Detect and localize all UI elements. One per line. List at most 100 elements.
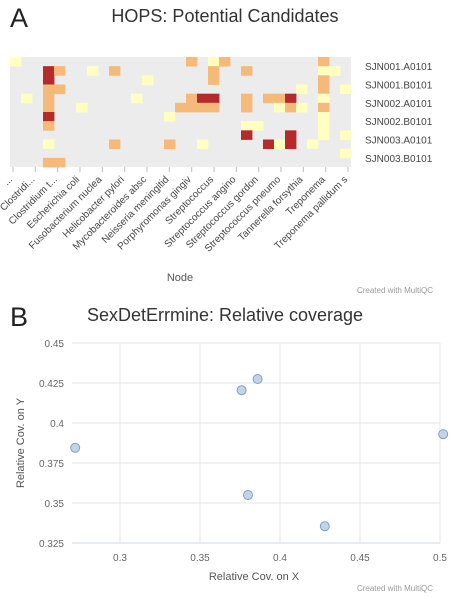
- heatmap-credit: Created with MultiQC: [356, 286, 433, 295]
- scatter-x-tick-label: 0.3: [113, 553, 127, 564]
- heatmap-cell: [208, 57, 220, 67]
- heatmap-cell: [241, 102, 253, 113]
- scatter-y-axis-title: Relative Cov. on Y: [15, 397, 27, 488]
- heatmap-cell: [296, 84, 308, 95]
- heatmap-cell: [274, 93, 286, 104]
- heatmap-cell: [208, 66, 220, 76]
- heatmap-cell: [76, 102, 88, 113]
- heatmap-x-axis-title: Node: [167, 272, 193, 284]
- scatter-point: [236, 385, 247, 396]
- panel-b: B SexDetErrmine: Relative coverage 0.3 0.…: [0, 300, 450, 597]
- scatter-credit: Created with MultiQC: [356, 584, 433, 593]
- heatmap-cell: [263, 139, 275, 150]
- heatmap-cell: [186, 57, 198, 67]
- heatmap-cell: [175, 102, 187, 113]
- scatter-point: [438, 429, 449, 440]
- scatter-chart: 0.3 0.35 0.4 0.45 0.5 0.325 0.35 0.375 0.4 0.425 0…: [15, 339, 449, 583]
- heatmap-cell: [318, 121, 330, 131]
- heatmap-cell: [208, 102, 220, 113]
- scatter-x-tick-label: 0.5: [433, 553, 447, 564]
- heatmap-cell: [208, 75, 220, 85]
- heatmap-cell: [87, 66, 99, 76]
- heatmap-cell: [197, 102, 209, 113]
- heatmap-y-label: SJN001.A0101: [365, 62, 433, 73]
- heatmap-cell: [43, 139, 55, 150]
- heatmap-cell: [219, 57, 231, 67]
- panel-a-letter: A: [10, 3, 29, 33]
- heatmap-cell: [241, 130, 253, 140]
- heatmap-cell: [318, 84, 330, 95]
- heatmap-cell: [164, 139, 176, 150]
- heatmap-cell: [274, 102, 286, 113]
- heatmap-cell: [54, 84, 66, 95]
- heatmap-cell: [274, 139, 286, 150]
- heatmap-cell: [43, 84, 55, 95]
- heatmap-cell: [318, 93, 330, 104]
- heatmap-y-label: SJN003.A0101: [365, 136, 433, 147]
- heatmap-cell: [241, 93, 253, 104]
- scatter-y-tick-label: 0.325: [39, 539, 64, 550]
- heatmap-cell: [142, 75, 154, 85]
- heatmap-cell: [43, 75, 55, 85]
- heatmap-cell: [285, 139, 297, 150]
- heatmap-cell: [164, 112, 176, 122]
- heatmap-cell: [109, 66, 121, 76]
- heatmap-cell: [197, 139, 209, 150]
- heatmap-cell: [318, 112, 330, 122]
- heatmap-cell: [318, 75, 330, 85]
- heatmap-chart: SJN001.A0101 SJN001.B0101 SJN002.A0101 SJN0…: [0, 57, 433, 284]
- heatmap-y-label: SJN003.B0101: [365, 154, 433, 165]
- heatmap-cell: [109, 139, 121, 150]
- heatmap-cell: [263, 93, 275, 104]
- scatter-y-tick-label: 0.35: [45, 499, 65, 510]
- heatmap-y-label: SJN001.B0101: [365, 81, 433, 92]
- heatmap-cell: [43, 102, 55, 113]
- heatmap-cell: [318, 102, 330, 113]
- heatmap-y-label: SJN002.B0101: [365, 117, 433, 128]
- heatmap-cell: [307, 139, 319, 150]
- heatmap-cell: [43, 121, 55, 131]
- scatter-x-tick-label: 0.35: [190, 553, 210, 564]
- heatmap-cell: [43, 66, 55, 76]
- heatmap-cell: [186, 102, 198, 113]
- heatmap-cell: [241, 66, 253, 76]
- heatmap-cell: [241, 121, 253, 131]
- heatmap-cell: [43, 112, 55, 122]
- scatter-y-tick-label: 0.375: [39, 459, 64, 470]
- heatmap-cell: [43, 157, 55, 168]
- scatter-x-tick-label: 0.4: [273, 553, 287, 564]
- scatter-x-tick-label: 0.45: [350, 553, 370, 564]
- scatter-x-axis-title: Relative Cov. on X: [209, 571, 300, 583]
- scatter-y-tick-label: 0.4: [50, 419, 64, 430]
- scatter-point: [70, 442, 81, 453]
- scatter-title: SexDetErrmine: Relative coverage: [86, 305, 364, 325]
- heatmap-cell: [340, 84, 352, 95]
- heatmap-cell: [131, 93, 143, 104]
- heatmap-cell: [285, 93, 297, 104]
- heatmap-cell: [186, 93, 198, 104]
- panel-a: A HOPS: Potential Candidates SJN001.A010…: [0, 3, 433, 295]
- heatmap-cell: [329, 66, 341, 76]
- heatmap-cell: [285, 130, 297, 140]
- heatmap-title: HOPS: Potential Candidates: [111, 6, 339, 26]
- scatter-point: [319, 521, 330, 532]
- heatmap-x-label: ...: [1, 174, 15, 188]
- heatmap-cell: [208, 93, 220, 104]
- heatmap-y-label: SJN002.A0101: [365, 99, 433, 110]
- scatter-y-tick-label: 0.45: [45, 339, 65, 350]
- heatmap-cell: [318, 57, 330, 67]
- heatmap-cell: [318, 130, 330, 140]
- heatmap-cell: [318, 66, 330, 76]
- scatter-point: [243, 490, 253, 500]
- heatmap-cell: [54, 66, 66, 76]
- panel-b-letter: B: [10, 302, 29, 332]
- heatmap-cell: [197, 93, 209, 104]
- heatmap-cell: [340, 148, 352, 159]
- heatmap-cell: [340, 130, 352, 140]
- heatmap-cell: [285, 102, 297, 113]
- heatmap-cell: [10, 57, 22, 67]
- scatter-point: [252, 374, 263, 384]
- heatmap-cell: [54, 157, 66, 168]
- scatter-y-tick-label: 0.425: [39, 379, 64, 390]
- heatmap-cell: [296, 102, 308, 113]
